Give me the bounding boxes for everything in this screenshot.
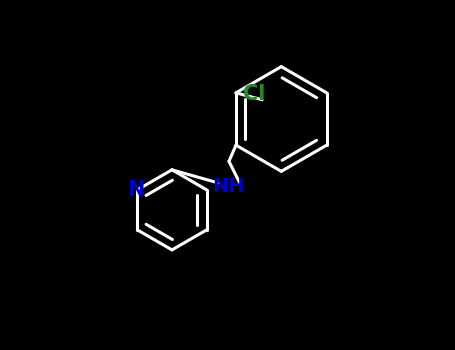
- Text: NH: NH: [212, 177, 245, 196]
- Text: N: N: [127, 180, 144, 200]
- Text: Cl: Cl: [243, 84, 266, 104]
